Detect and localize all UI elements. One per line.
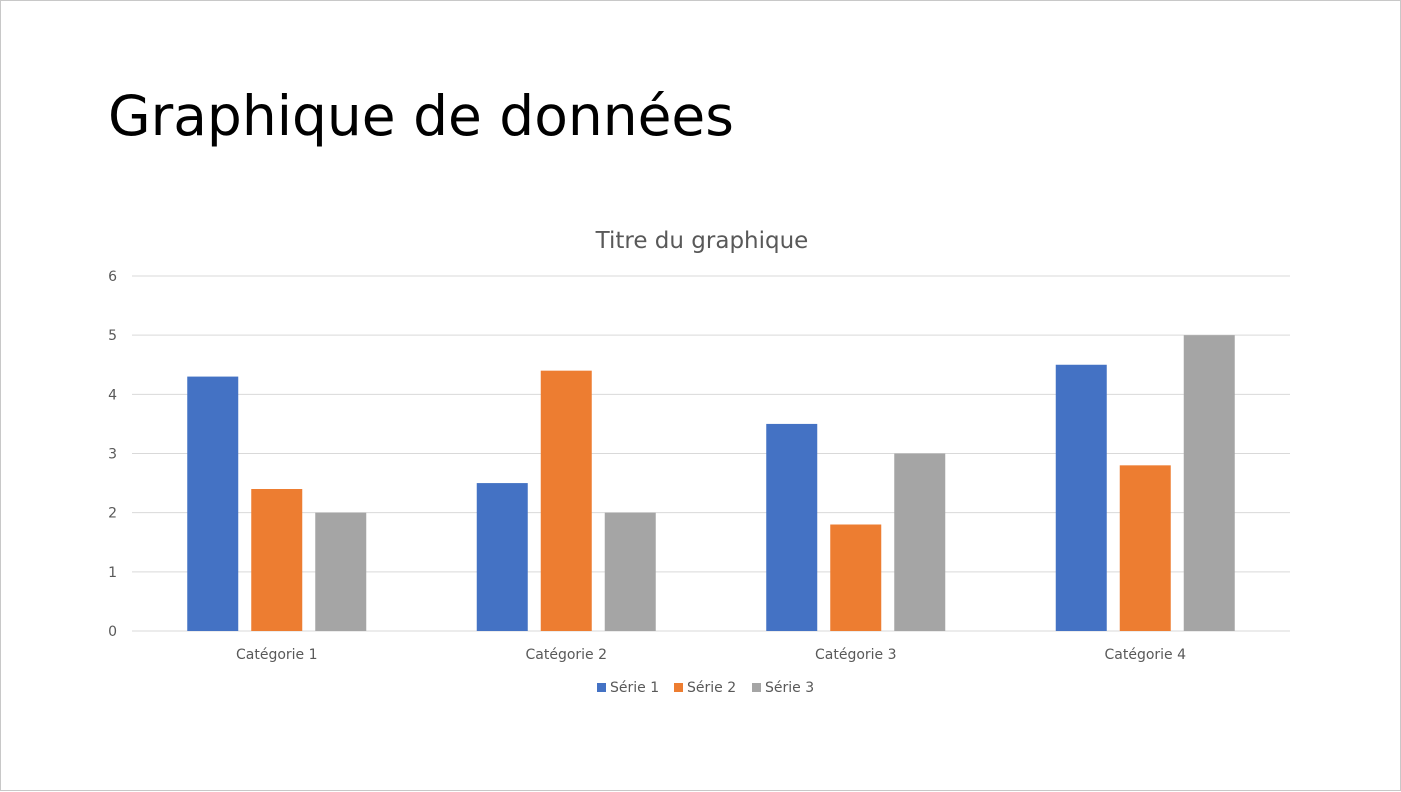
bar-series-3-category-1 [315, 512, 367, 631]
slide-title: Graphique de données [108, 84, 734, 148]
bar-series-1-category-1 [187, 376, 239, 631]
x-category-label: Catégorie 2 [525, 647, 607, 663]
legend-label-series-1: Série 1 [610, 680, 659, 696]
y-tick-label: 2 [108, 506, 117, 522]
bar-series-1-category-3 [766, 423, 818, 631]
y-tick-label: 0 [108, 624, 117, 640]
x-category-label: Catégorie 4 [1104, 647, 1186, 663]
x-category-label: Catégorie 1 [236, 647, 318, 663]
chart-gridlines [132, 275, 1290, 632]
bar-series-1-category-2 [476, 483, 528, 631]
bar-series-3-category-2 [604, 512, 656, 631]
y-tick-label: 4 [108, 387, 117, 403]
legend-swatch-series-3 [752, 683, 761, 692]
chart-title: Titre du graphique [595, 228, 809, 254]
y-tick-label: 3 [108, 447, 117, 463]
bar-series-2-category-1 [251, 489, 303, 631]
y-tick-label: 1 [108, 565, 117, 581]
bar-series-3-category-4 [1183, 335, 1235, 631]
chart-bars [187, 335, 1235, 631]
chart-legend: Série 1 Série 2 Série 3 [597, 680, 814, 696]
bar-series-2-category-3 [830, 524, 882, 631]
legend-label-series-2: Série 2 [687, 680, 736, 696]
bar-series-3-category-3 [894, 453, 946, 631]
legend-swatch-series-2 [674, 683, 683, 692]
bar-series-2-category-4 [1119, 465, 1171, 631]
chart-x-axis: Catégorie 1 Catégorie 2 Catégorie 3 Catégor… [236, 647, 1186, 663]
legend-swatch-series-1 [597, 683, 606, 692]
y-tick-label: 5 [108, 328, 117, 344]
bar-series-2-category-2 [540, 370, 592, 631]
bar-series-1-category-4 [1055, 364, 1107, 631]
legend-label-series-3: Série 3 [765, 680, 814, 696]
chart-y-axis: 0 1 2 3 4 5 6 [108, 269, 117, 640]
x-category-label: Catégorie 3 [815, 647, 897, 663]
y-tick-label: 6 [108, 269, 117, 285]
